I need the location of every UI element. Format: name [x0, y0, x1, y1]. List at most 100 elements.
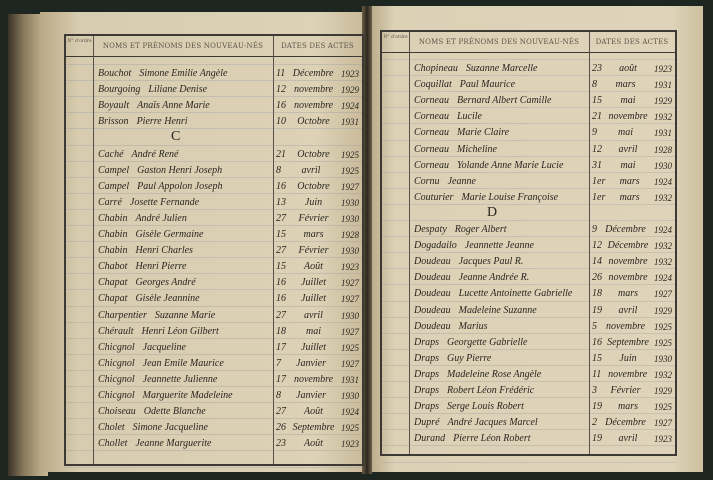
ruled-line [382, 429, 675, 431]
act-month: mai [618, 127, 633, 139]
date-cell: 16 Septembre 1925 [592, 336, 672, 350]
column-divider [273, 36, 274, 464]
surname: Corneau [414, 111, 449, 123]
date-cell: 14 novembre 1932 [592, 255, 672, 269]
act-year: 1923 [340, 439, 359, 450]
given-names: Serge Louis Robert [447, 401, 524, 413]
surname: Charpentier [98, 309, 147, 321]
table-row: Draps Georgette Gabrielle 16 Septembre 1925 [382, 335, 675, 351]
surname: Chapat [98, 293, 128, 305]
act-day: 1er [592, 175, 606, 187]
name-cell: Corneau Yolande Anne Marie Lucie [414, 159, 586, 173]
date-cell: 16 novembre 1924 [276, 99, 359, 113]
name-cell: Corneau Micheline [414, 143, 586, 157]
name-cell: Boyault Anaïs Anne Marie [98, 99, 270, 113]
act-day: 27 [276, 212, 286, 224]
act-year: 1927 [341, 358, 359, 369]
surname: Coquillat [414, 79, 452, 91]
ruled-line [382, 284, 675, 286]
ruled-line [66, 208, 362, 210]
act-day: 17 [276, 341, 286, 353]
table-row: Doudeau Lucette Antoinette Gabrielle 18 mar… [382, 286, 675, 302]
act-month: Janvier [296, 357, 326, 369]
name-cell: Chabot Henri Pierre [98, 260, 270, 274]
act-month: novembre [608, 272, 648, 284]
ruled-line [382, 123, 675, 125]
act-month: Août [304, 438, 323, 450]
surname: Chicgnol [98, 373, 135, 385]
given-names: Madeleine Suzanne [458, 304, 537, 316]
date-cell: 5 novembre 1925 [592, 320, 672, 334]
date-cell: 23 Août 1923 [276, 437, 359, 451]
act-month: avril [618, 143, 638, 155]
surname: Chabin [98, 212, 128, 224]
ruled-line [66, 369, 362, 371]
given-names: Simone Jacqueline [132, 422, 208, 434]
act-day: 16 [276, 180, 286, 192]
act-day: 21 [276, 148, 286, 160]
table-row: Draps Robert Léon Frédéric 3 Février 1929 [382, 383, 675, 399]
date-cell: 17 novembre 1931 [276, 373, 359, 387]
act-month: Janvier [296, 390, 326, 401]
ruled-line [382, 59, 675, 60]
name-cell: Choiseau Odette Blanche [98, 405, 270, 419]
table-row: Campel Paul Appolon Joseph 16 Octobre 1927 [66, 179, 362, 195]
act-day: 12 [276, 84, 286, 96]
given-names: Jeannette Julienne [142, 373, 218, 385]
surname: Boyault [98, 100, 130, 112]
act-year: 1924 [341, 101, 359, 112]
table-row: Campel Gaston Henri Joseph 8 avril 1925 [66, 163, 362, 179]
surname: Campel [98, 164, 130, 176]
surname: Chopineau [414, 63, 458, 74]
table-row: Chicgnol Jeannette Julienne 17 novembre 1931 [66, 372, 362, 388]
table-row: Chicgnol Jacqueline 17 Juillet 1925 [66, 340, 362, 356]
act-year: 1932 [653, 192, 672, 203]
given-names: Yolande Anne Marie Lucie [457, 159, 564, 171]
ruled-line [66, 192, 362, 194]
date-cell: 27 Février 1930 [276, 244, 359, 258]
act-month: novembre [293, 100, 334, 112]
act-month: Août [304, 406, 323, 418]
act-year: 1930 [340, 310, 359, 321]
name-cell: Draps Georgette Gabrielle [414, 336, 586, 350]
given-names: Jeanne [447, 175, 476, 187]
act-month: avril [304, 309, 323, 321]
table-row: Corneau Lucile 21 novembre 1932 [382, 109, 675, 125]
given-names: Simone Emilie Angèle [139, 68, 228, 79]
table-row: Charpentier Suzanne Marie 27 avril 1930 [66, 308, 362, 324]
act-day: 2 [592, 417, 597, 429]
given-names: Lucile [457, 111, 482, 123]
act-day: 12 [592, 143, 602, 155]
table-row: Draps Guy Pierre 15 Juin 1930 [382, 351, 675, 367]
act-year: 1929 [654, 96, 672, 107]
act-day: 8 [276, 390, 281, 401]
ruled-line [382, 187, 675, 189]
ruled-line [382, 75, 675, 77]
table-row: Doudeau Jacques Paul R. 14 novembre 1932 [382, 254, 675, 270]
act-day: 16 [592, 336, 602, 348]
date-cell: 27 Août 1924 [276, 405, 359, 419]
book-gutter [362, 6, 372, 474]
act-day: 16 [276, 277, 286, 289]
name-cell: Chapat Georges André [98, 276, 270, 290]
ruled-line [382, 91, 675, 93]
ruled-line [66, 176, 362, 178]
act-month: mai [620, 95, 636, 107]
act-month: Octobre [297, 148, 330, 160]
table-row: Chapat Georges André 16 Juillet 1927 [66, 275, 362, 291]
given-names: Jacques Paul R. [458, 256, 524, 268]
ruled-line [66, 305, 362, 307]
name-cell: Coquillat Paul Maurice [414, 78, 586, 92]
act-day: 19 [592, 433, 602, 445]
table-row: Choiseau Odette Blanche 27 Août 1924 [66, 404, 362, 420]
act-month: Octobre [297, 180, 330, 192]
date-cell: 18 mai 1927 [276, 325, 359, 339]
given-names: Henri Pierre [135, 261, 187, 273]
date-cell: 11 novembre 1932 [592, 368, 672, 382]
column-divider [93, 36, 94, 464]
table-row: Chabin Gisèle Germaine 15 mars 1928 [66, 227, 362, 243]
surname: Doudeau [414, 288, 451, 300]
ruled-line [382, 300, 675, 302]
date-cell: 8 avril 1925 [276, 164, 359, 178]
act-year: 1932 [654, 112, 672, 123]
